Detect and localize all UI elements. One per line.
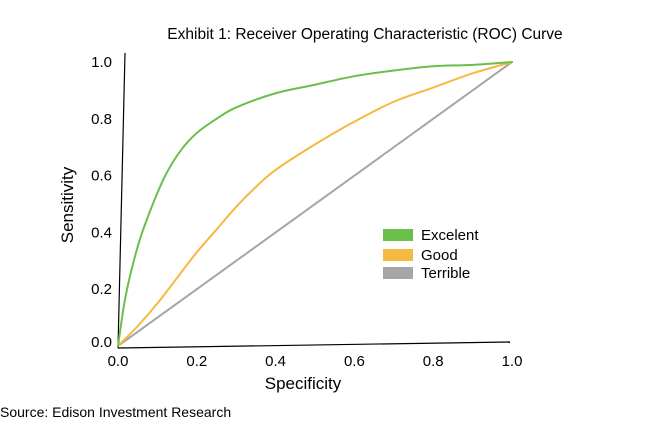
y-axis-line [117,52,126,349]
y-tick-labels: 0.0 0.2 0.4 0.6 0.8 1.0 [91,54,112,351]
x-tick-label: 0.0 [108,353,129,370]
legend-swatch-excelent [383,229,413,241]
x-axis-line [117,341,511,349]
legend-label-terrible: Terrible [421,265,470,282]
y-tick-label: 1.0 [91,54,112,71]
legend-label-good: Good [421,247,458,264]
y-tick-label: 0.0 [91,334,112,351]
legend-swatch-terrible [383,267,413,279]
legend-label-excelent: Excelent [421,227,479,244]
x-tick-label: 0.6 [344,353,365,370]
x-tick-label: 0.4 [265,353,286,370]
x-tick-label: 0.8 [423,353,444,370]
y-tick-label: 0.6 [91,168,112,185]
axes [117,52,511,349]
y-tick-label: 0.8 [91,111,112,128]
series-line-good [117,61,513,347]
x-tick-label: 1.0 [502,353,523,370]
roc-chart: Exhibit 1: Receiver Operating Characteri… [58,26,563,393]
series-line-terrible [117,61,513,347]
y-tick-label: 0.4 [91,224,112,241]
y-tick-label: 0.2 [91,281,112,298]
y-axis-label: Sensitivity [58,166,77,243]
source-note: Source: Edison Investment Research [0,404,232,420]
x-tick-label: 0.2 [186,353,207,370]
x-axis-label: Specificity [265,374,342,393]
series-line-excelent [117,61,513,347]
chart-title: Exhibit 1: Receiver Operating Characteri… [167,26,562,43]
legend-swatch-good [383,249,413,261]
x-tick-labels: 0.0 0.2 0.4 0.6 0.8 1.0 [108,353,523,370]
series-layer [117,61,513,347]
